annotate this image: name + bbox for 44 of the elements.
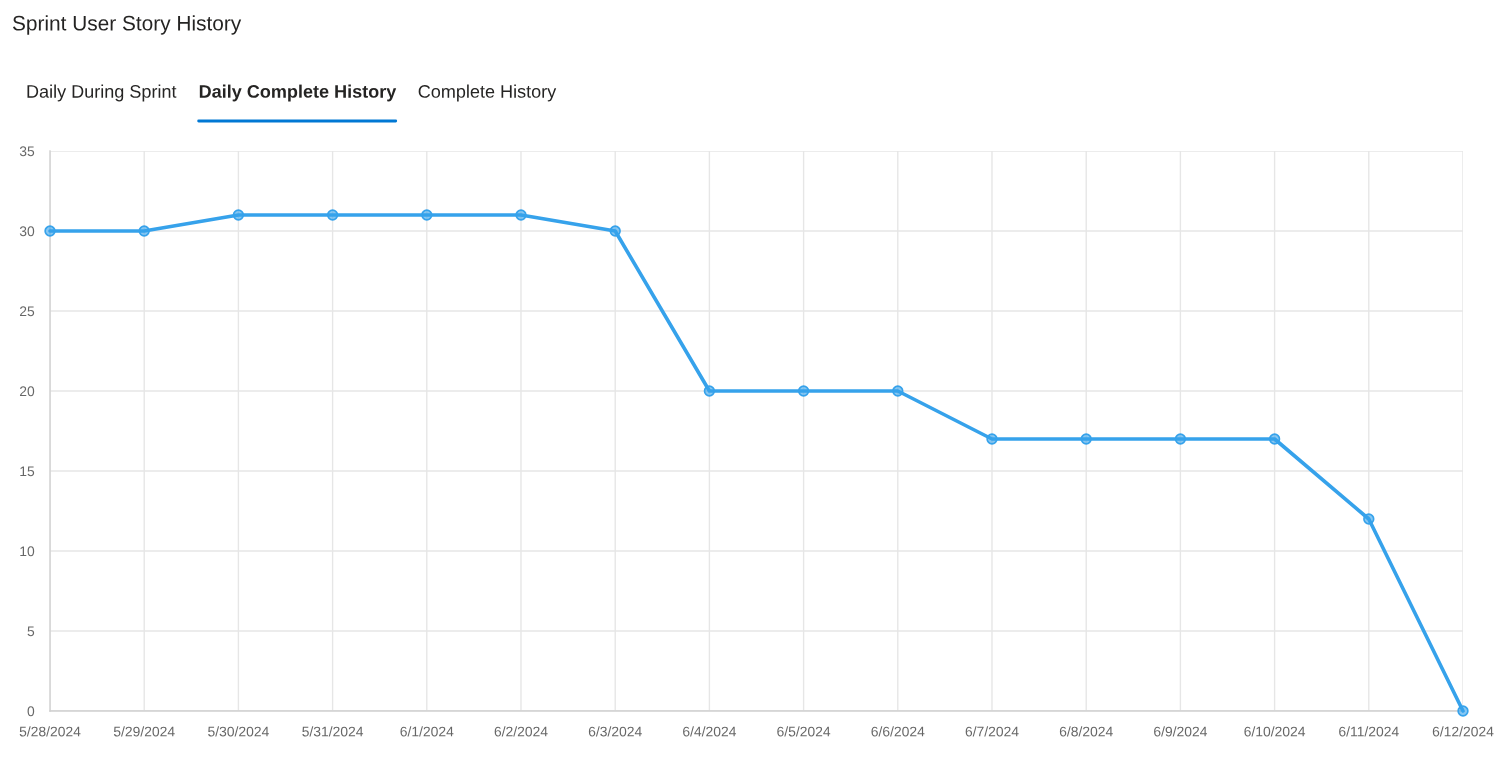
point	[892, 385, 904, 397]
x-tick-label: 6/2/2024	[494, 726, 548, 737]
point	[421, 209, 433, 221]
chart-title: Sprint User Story History	[12, 15, 242, 35]
point	[797, 385, 810, 397]
point	[138, 225, 150, 237]
y-tick-label: 35	[19, 146, 35, 157]
y-tick-label: 25	[19, 306, 35, 317]
y-tick-label: 30	[19, 226, 35, 237]
point	[44, 225, 56, 237]
x-tick-label: 5/28/2024	[19, 726, 81, 737]
x-tick-label: 6/9/2024	[1154, 726, 1208, 737]
point	[1174, 433, 1187, 445]
y-tick-label: 15	[20, 466, 35, 477]
x-tick-label: 6/8/2024	[1059, 726, 1113, 737]
point	[1080, 433, 1092, 445]
point	[1457, 705, 1469, 717]
text: Daily Complete History	[199, 84, 397, 102]
point	[986, 433, 998, 445]
point	[1268, 433, 1281, 445]
point	[703, 385, 716, 397]
x-tick-label: 6/11/2024	[1339, 726, 1399, 737]
x-tick-label: 6/6/2024	[871, 726, 925, 737]
y-tick-label: 10	[20, 546, 35, 557]
x-tick-label: 6/3/2024	[588, 726, 642, 737]
x-tick-label: 6/5/2024	[777, 726, 831, 737]
x-tick-label: 5/30/2024	[208, 726, 269, 737]
point	[232, 209, 245, 221]
point	[326, 209, 339, 221]
point	[1363, 513, 1375, 525]
x-tick-label: 6/7/2024	[965, 726, 1019, 737]
x-tick-label: 6/1/2024	[400, 726, 454, 737]
x-tick-label: 6/10/2024	[1244, 726, 1306, 737]
point	[515, 209, 527, 221]
text: Complete History	[418, 84, 557, 102]
point	[609, 225, 621, 237]
x-tick-label: 5/31/2024	[302, 726, 364, 737]
x-tick-label: 6/12/2024	[1432, 726, 1494, 737]
y-tick-label: 0	[27, 706, 35, 717]
y-tick-label: 20	[19, 386, 35, 397]
x-tick-label: 5/29/2024	[113, 726, 175, 737]
x-tick-label: 6/4/2024	[683, 726, 737, 737]
text: Daily During Sprint	[27, 84, 177, 102]
y-tick-label: 5	[27, 626, 35, 637]
